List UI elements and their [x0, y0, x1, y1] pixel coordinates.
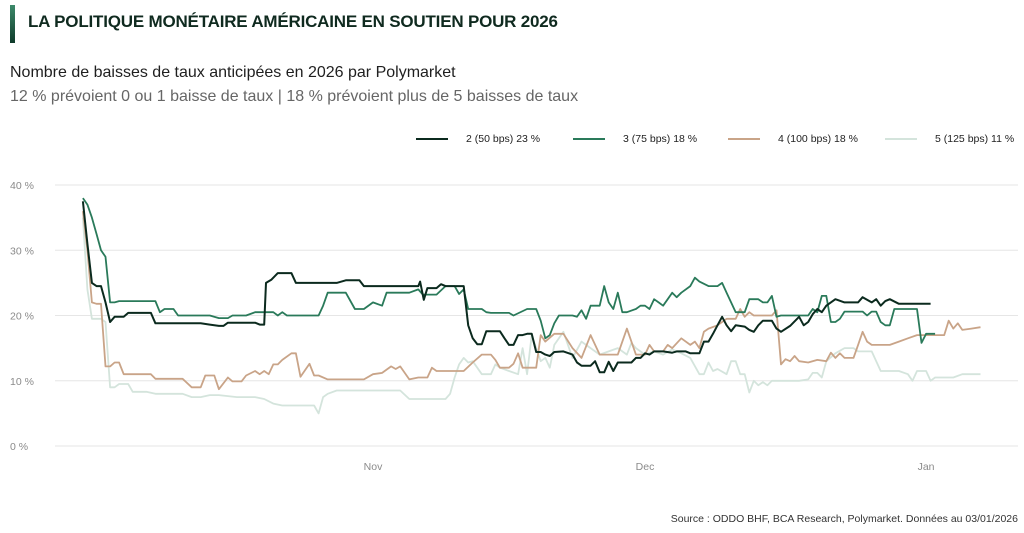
legend-label: 4 (100 bps) 18 %	[778, 133, 858, 145]
y-tick-label: 0 %	[10, 441, 28, 453]
y-tick-label: 10 %	[10, 376, 34, 388]
legend-swatch	[728, 138, 760, 140]
x-tick-label: Nov	[364, 461, 383, 473]
x-tick-label: Jan	[918, 461, 935, 473]
legend-item: 4 (100 bps) 18 %	[728, 133, 858, 145]
chart-legend: 2 (50 bps) 23 % 3 (75 bps) 18 % 4 (100 b…	[0, 133, 1024, 149]
title-accent-bar	[10, 5, 15, 43]
legend-swatch	[885, 138, 917, 140]
legend-label: 5 (125 bps) 11 %	[935, 133, 1015, 145]
legend-item: 2 (50 bps) 23 %	[416, 133, 540, 145]
legend-swatch	[416, 138, 448, 140]
series-line-4-cuts	[82, 210, 981, 391]
y-tick-label: 30 %	[10, 245, 34, 257]
legend-label: 2 (50 bps) 23 %	[466, 133, 541, 145]
legend-swatch	[573, 138, 605, 140]
page-title: LA POLITIQUE MONÉTAIRE AMÉRICAINE EN SOU…	[28, 12, 558, 31]
series-line-3-cuts	[82, 197, 936, 344]
source-note: Source : ODDO BHF, BCA Research, Polymar…	[670, 513, 1018, 525]
x-tick-label: Dec	[636, 461, 655, 473]
series-line-5-cuts	[82, 217, 981, 415]
y-tick-label: 40 %	[10, 180, 34, 192]
legend-item: 5 (125 bps) 11 %	[885, 133, 1014, 145]
legend-label: 3 (75 bps) 18 %	[623, 133, 698, 145]
x-axis-ticks: Nov Dec Jan	[364, 461, 935, 473]
y-axis-ticks: 0 % 10 % 20 % 30 % 40 %	[10, 180, 34, 453]
chart-subtitle: Nombre de baisses de taux anticipées en …	[10, 64, 456, 81]
y-tick-label: 20 %	[10, 311, 34, 323]
legend-item: 3 (75 bps) 18 %	[573, 133, 697, 145]
series-lines	[81, 197, 981, 415]
chart-subtitle-secondary: 12 % prévoient 0 ou 1 baisse de taux | 1…	[10, 88, 579, 105]
series-line-2-cuts	[81, 201, 931, 374]
